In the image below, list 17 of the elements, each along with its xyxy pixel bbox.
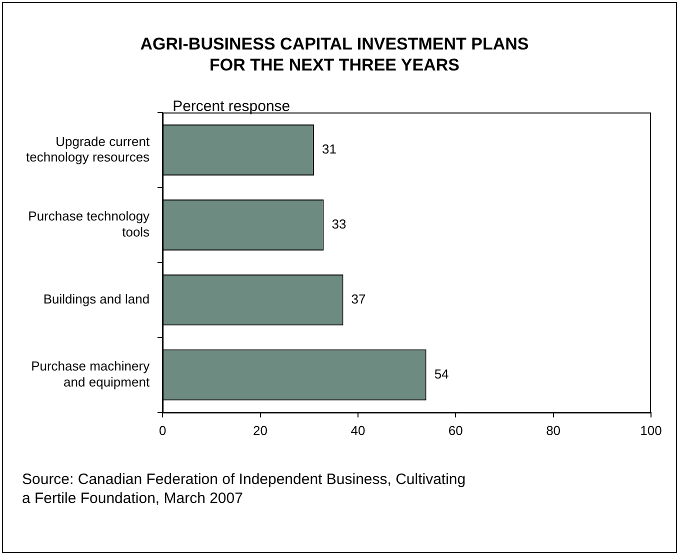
data-label: 31: [322, 142, 336, 157]
source-note: Source: Canadian Federation of Independent Business, Cultivating a Fertile Foundation, March 2007: [22, 470, 466, 508]
x-tick-label: 80: [546, 422, 561, 438]
x-tick-label: 0: [158, 422, 166, 438]
x-tick-label: 60: [448, 422, 463, 438]
data-label: 33: [332, 216, 346, 232]
x-tick-label: 100: [640, 422, 662, 438]
data-label: 54: [434, 366, 449, 382]
data-label: 37: [351, 292, 366, 307]
x-tick-label: 20: [253, 422, 268, 438]
y-tick-label: Buildings and land: [43, 292, 150, 307]
chart-title: AGRI-BUSINESS CAPITAL INVESTMENT PLANS FOR THE NEXT THREE YEARS: [140, 34, 529, 75]
y-tick-label: Purchase machinery and equipment: [31, 358, 150, 390]
y-tick-label: Purchase technology tools: [28, 208, 150, 240]
x-tick-label: 40: [350, 422, 366, 438]
x-axis-title: Percent response: [172, 98, 290, 116]
y-tick-label: Upgrade current technology resources: [26, 134, 150, 164]
